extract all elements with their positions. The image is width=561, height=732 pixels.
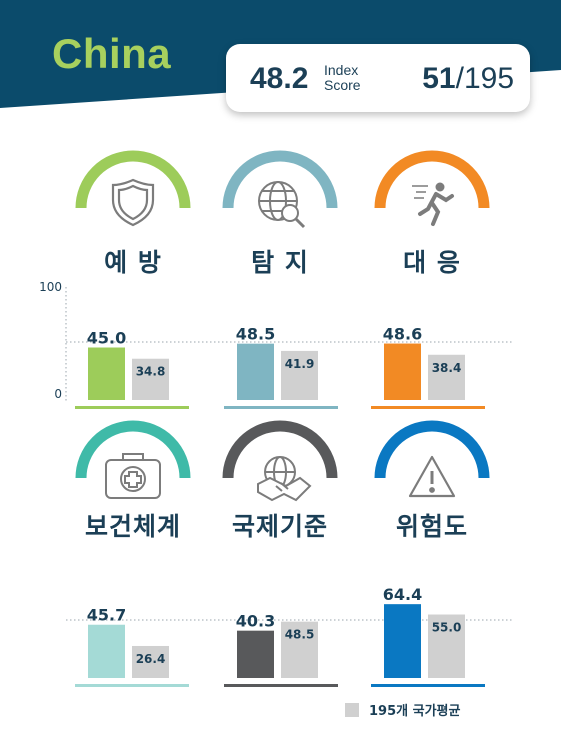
bar-label-average-3: 26.4 xyxy=(136,652,166,666)
rank: 51/195 xyxy=(422,62,514,96)
bar-label-country-0: 45.0 xyxy=(87,329,126,348)
baseline-0 xyxy=(75,406,189,409)
index-label-line1: Index xyxy=(324,62,359,78)
category-title-respond: 대 응 xyxy=(403,248,461,277)
bar-label-average-5: 55.0 xyxy=(432,621,462,635)
baseline-1 xyxy=(224,406,338,409)
baseline-3 xyxy=(75,684,189,687)
category-title-health: 보건체계 xyxy=(84,512,181,541)
category-title-norms: 국제기준 xyxy=(231,512,328,541)
index-label-line2: Score xyxy=(324,77,361,93)
bar-label-country-2: 48.6 xyxy=(383,325,422,344)
bar-label-country-1: 48.5 xyxy=(236,325,275,344)
bar-average-1 xyxy=(281,350,318,400)
score-card: 48.2 Index Score 51/195 xyxy=(226,44,530,112)
bar-average-5 xyxy=(428,614,465,678)
bar-country-2 xyxy=(384,343,421,400)
legend-swatch-average xyxy=(345,702,359,717)
bar-label-country-4: 40.3 xyxy=(236,612,275,631)
bar-country-3 xyxy=(88,624,125,678)
index-score-label: Index Score xyxy=(324,63,361,93)
bar-label-country-3: 45.7 xyxy=(87,606,126,625)
rank-total: /195 xyxy=(455,62,514,95)
bar-average-3 xyxy=(132,645,169,678)
category-title-detect: 탐 지 xyxy=(251,248,309,277)
bar-country-5 xyxy=(384,604,421,678)
baseline-2 xyxy=(371,406,485,409)
bar-average-0 xyxy=(132,358,169,400)
bar-label-average-1: 41.9 xyxy=(285,357,315,371)
legend: 195개 국가평균 xyxy=(345,700,460,719)
bar-average-2 xyxy=(428,354,465,400)
y-tick-label-min: 0 xyxy=(54,387,62,401)
bar-country-0 xyxy=(88,347,125,400)
baseline-4 xyxy=(224,684,338,687)
category-title-risk: 위험도 xyxy=(395,512,468,541)
category-title-prevent: 예 방 xyxy=(104,248,162,277)
bar-label-country-5: 64.4 xyxy=(383,585,422,604)
y-tick-label-max: 100 xyxy=(39,280,62,294)
bar-label-average-4: 48.5 xyxy=(285,628,315,642)
bar-label-average-0: 34.8 xyxy=(136,365,166,379)
index-score-value: 48.2 xyxy=(250,62,309,95)
country-name: China xyxy=(52,30,172,77)
baseline-5 xyxy=(371,684,485,687)
rank-value: 51 xyxy=(422,62,456,95)
legend-label-average: 195개 국가평균 xyxy=(369,704,461,719)
bar-average-4 xyxy=(281,621,318,678)
bar-country-4 xyxy=(237,630,274,678)
bar-country-1 xyxy=(237,343,274,400)
bar-label-average-2: 38.4 xyxy=(432,361,462,375)
